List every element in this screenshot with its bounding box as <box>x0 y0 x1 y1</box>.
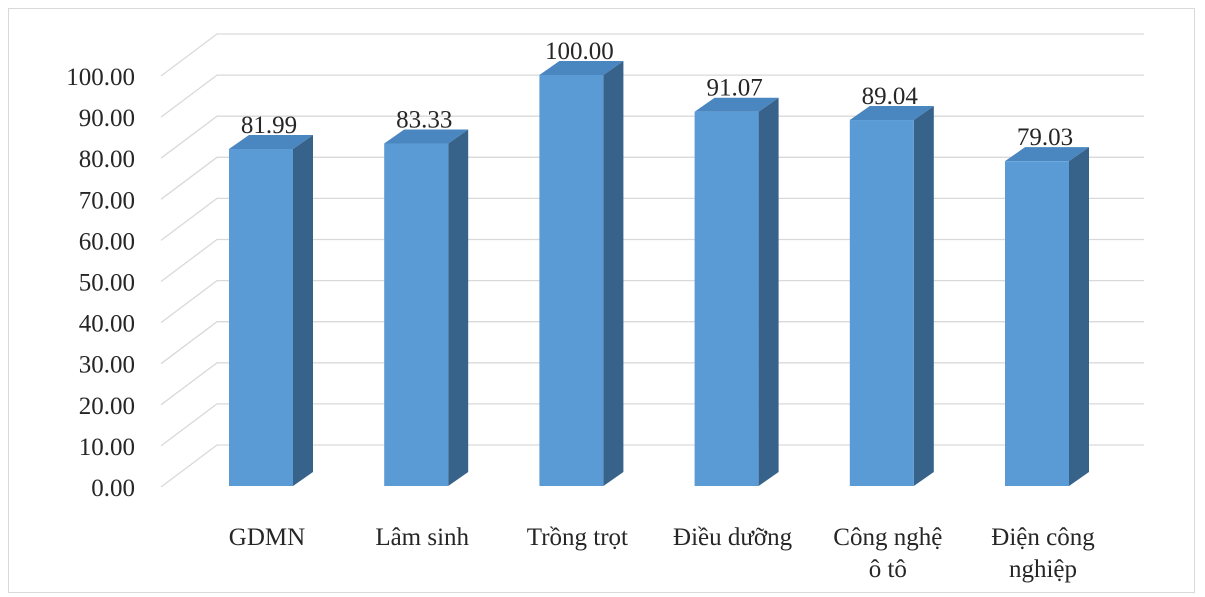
x-category-label: Công nghệ ô tô <box>833 524 942 583</box>
gridline <box>160 362 1144 406</box>
y-tick-label: 0.00 <box>91 475 135 502</box>
y-tick-label: 20.00 <box>79 393 135 420</box>
bar-top <box>384 129 469 144</box>
bar-front <box>1005 161 1069 486</box>
bar-side <box>293 135 313 486</box>
bar-side <box>603 61 624 486</box>
bar-side <box>1069 147 1089 486</box>
y-tick-label: 50.00 <box>79 270 135 297</box>
bar-top <box>229 135 313 150</box>
data-label: 79.03 <box>1017 124 1073 151</box>
y-tick-label: 70.00 <box>79 187 135 214</box>
data-label: 89.04 <box>862 83 919 110</box>
gridline <box>160 33 1144 77</box>
gridline <box>160 238 1144 283</box>
gridline <box>160 156 1144 200</box>
gridline <box>160 115 1144 159</box>
x-category-label: GDMN <box>229 524 305 551</box>
y-tick-label: 40.00 <box>79 311 135 338</box>
bar <box>849 106 934 487</box>
x-axis-category-labels: GDMN Lâm sinh Trồng trọt Điều dưỡng Công ngh… <box>229 524 1095 583</box>
y-tick-label: 30.00 <box>79 352 135 379</box>
bar <box>384 129 469 486</box>
x-category-label: Trồng trọt <box>527 524 628 551</box>
bar-top <box>694 97 779 112</box>
x-category-label: Lâm sinh <box>375 524 469 551</box>
data-label: 100.00 <box>545 38 614 65</box>
data-labels: 81.99 83.33 100.00 91.07 89.04 79.03 <box>241 38 1073 151</box>
gridline <box>160 197 1144 241</box>
bars <box>229 61 1089 487</box>
x-category-label: Điện công nghiệp <box>991 524 1095 583</box>
bar-front <box>849 120 914 487</box>
y-tick-label: 90.00 <box>79 105 135 132</box>
y-tick-label: 60.00 <box>79 228 135 255</box>
y-tick-label: 80.00 <box>79 146 135 173</box>
gridline <box>160 444 1144 488</box>
bar <box>1005 147 1089 486</box>
data-label: 81.99 <box>241 112 297 139</box>
bar-front <box>384 143 449 486</box>
bar <box>694 97 779 486</box>
y-tick-label: 100.00 <box>66 64 135 91</box>
bar <box>229 135 313 486</box>
bar-side <box>448 129 469 486</box>
bar-front <box>694 111 759 486</box>
bar-top <box>539 61 624 75</box>
x-category-label: Điều dưỡng <box>673 524 793 551</box>
data-label: 91.07 <box>706 75 762 102</box>
bar-top <box>849 106 934 121</box>
bar <box>539 61 624 486</box>
bar-side <box>913 106 934 487</box>
gridline <box>160 74 1144 118</box>
bar-chart: 0.00 10.00 20.00 30.00 40.00 50.00 60.00 70.00 8… <box>66 33 1144 583</box>
gridline <box>160 403 1144 447</box>
chart-frame: 0.00 10.00 20.00 30.00 40.00 50.00 60.00 70.00 8… <box>8 8 1195 593</box>
gridline <box>160 279 1144 324</box>
gridline <box>160 321 1144 365</box>
data-label: 83.33 <box>396 107 452 134</box>
bar-top <box>1005 147 1089 162</box>
gridlines <box>160 33 1144 488</box>
bar-front <box>229 149 293 486</box>
bar-side <box>758 97 779 486</box>
y-axis-tick-labels: 0.00 10.00 20.00 30.00 40.00 50.00 60.00 70.00 8… <box>66 64 135 502</box>
y-tick-label: 10.00 <box>79 434 135 461</box>
bar-front <box>539 75 604 486</box>
